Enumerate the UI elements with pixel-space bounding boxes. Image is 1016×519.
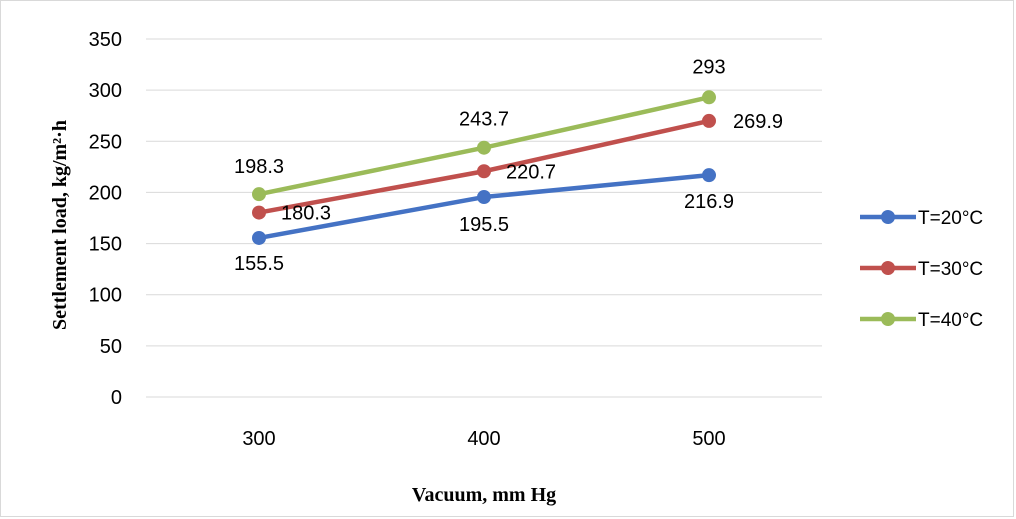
data-label: 180.3 — [281, 203, 331, 225]
data-labels: 155.5 195.5 216.9 180.3 220.7 269.9 198.3 243.7… — [234, 56, 783, 275]
data-label: 195.5 — [459, 214, 509, 236]
data-point — [477, 140, 491, 155]
legend-label: T=20°C — [918, 208, 983, 229]
data-point — [477, 190, 491, 205]
data-label: 220.7 — [506, 161, 556, 183]
y-tick-label: 300 — [89, 80, 122, 102]
legend: T=20°C T=30°C T=40°C — [860, 208, 983, 331]
y-tick-label: 150 — [89, 234, 122, 256]
x-axis-label: Vacuum, mm Hg — [412, 484, 556, 506]
data-label: 269.9 — [733, 111, 783, 133]
y-tick-label: 100 — [89, 285, 122, 307]
data-point — [252, 230, 266, 245]
y-tick-label: 350 — [89, 29, 122, 51]
y-tick-label: 50 — [100, 336, 122, 358]
y-tick-label: 0 — [111, 387, 122, 409]
x-tick-label: 500 — [692, 428, 725, 450]
x-tick-label: 400 — [467, 428, 500, 450]
x-axis-ticks: 300 400 500 — [242, 428, 725, 450]
data-label: 243.7 — [459, 109, 509, 131]
data-point — [477, 164, 491, 179]
x-tick-label: 300 — [242, 428, 275, 450]
legend-swatch-marker — [881, 312, 895, 326]
y-tick-label: 200 — [89, 182, 122, 204]
legend-label: T=30°C — [918, 259, 983, 280]
series-group — [252, 90, 716, 245]
data-point — [252, 205, 266, 220]
legend-swatch-marker — [881, 210, 895, 224]
data-point — [702, 168, 716, 183]
data-point — [252, 187, 266, 202]
data-point — [702, 113, 716, 128]
data-point — [702, 90, 716, 105]
y-tick-label: 250 — [89, 131, 122, 153]
y-axis-label: Settlement load, kg/m²·h — [49, 120, 71, 330]
data-label: 216.9 — [684, 191, 734, 213]
legend-label: T=40°C — [918, 310, 983, 331]
data-label: 293 — [692, 56, 725, 78]
legend-swatch-marker — [881, 261, 895, 275]
data-label: 155.5 — [234, 253, 284, 275]
data-label: 198.3 — [234, 156, 284, 178]
y-axis-ticks: 0 50 100 150 200 250 300 350 — [89, 29, 122, 409]
